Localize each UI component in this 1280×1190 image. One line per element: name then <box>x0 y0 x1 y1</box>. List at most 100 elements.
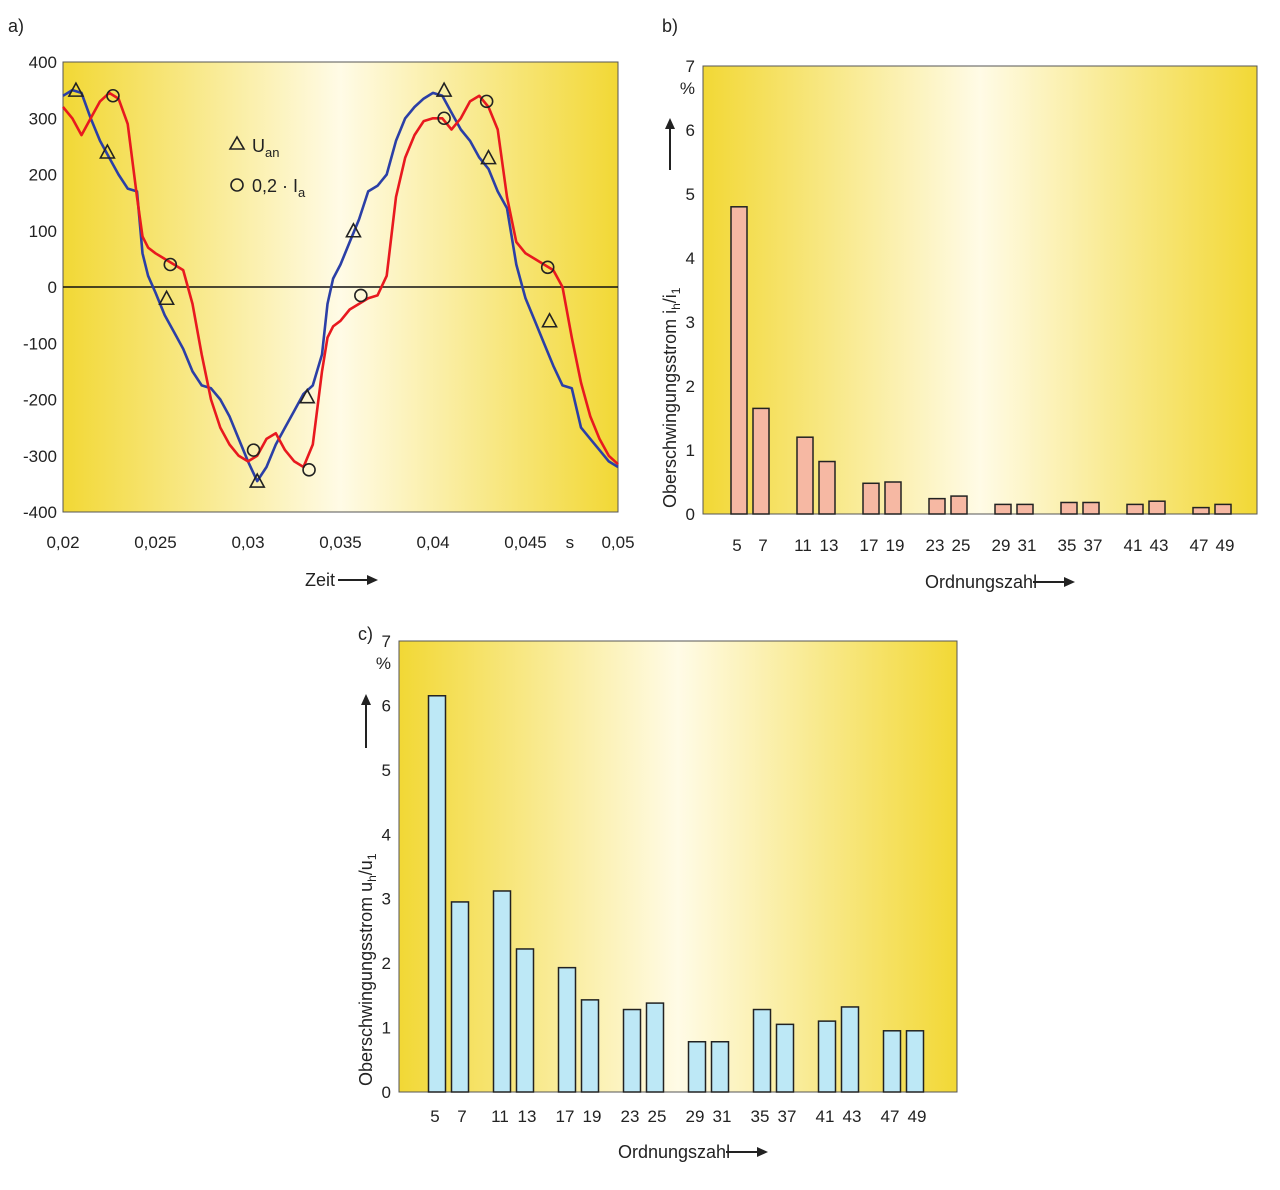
panel-c-bar <box>450 901 470 1093</box>
panel-c-bar <box>817 1020 837 1093</box>
panel-b-bar <box>730 206 748 515</box>
panel-a-y-tick-label: 100 <box>29 222 57 241</box>
panel-b-y-axis-slash: / <box>660 298 680 303</box>
panel-a-x-tick-label: 0,025 <box>134 533 177 552</box>
panel-a-time-signal-chart: a) 400 300 200 100 0 -100 -200 -300 -400 0,02 0,025… <box>8 16 635 590</box>
panel-a-x-axis-label: Zeit <box>305 570 335 590</box>
panel-b-x-tick-label: 31 <box>1018 536 1037 555</box>
legend-voltage-name: U <box>252 136 265 156</box>
panel-b-bar <box>862 482 880 515</box>
panel-c-plot-area <box>398 640 958 1093</box>
panel-c-bar <box>752 1008 772 1093</box>
panel-b-y-axis-den: i <box>660 294 680 298</box>
legend-current-name: 0,2 · I <box>252 176 298 196</box>
panel-c-x-tick-label: 41 <box>816 1107 835 1126</box>
panel-c-x-arrow-head <box>757 1147 768 1157</box>
panel-c-x-tick-label: 5 <box>430 1107 439 1126</box>
panel-b-bar <box>1214 503 1232 515</box>
panel-b-y-tick-label: 7 <box>686 57 695 76</box>
panel-c-bar <box>882 1030 902 1093</box>
panel-b-x-tick-label: 37 <box>1084 536 1103 555</box>
panel-a-x-tick-label: 0,04 <box>416 533 449 552</box>
panel-c-y-arrow-head <box>361 694 371 705</box>
panel-b-bar <box>796 436 814 515</box>
panel-c-x-axis-label: Ordnungszahl <box>618 1142 730 1162</box>
panel-a-legend: Uan 0,2 · Ia <box>228 135 306 200</box>
panel-c-y-tick-label: 3 <box>382 890 391 909</box>
panel-c-y-axis-symbol: u <box>356 882 376 892</box>
panel-a-circle-marker <box>163 257 178 272</box>
panel-c-y-axis-slash: / <box>356 870 376 875</box>
panel-c-x-tick-label: 49 <box>908 1107 927 1126</box>
panel-a-triangle-marker <box>158 289 175 306</box>
panel-c-x-tick-label: 7 <box>457 1107 466 1126</box>
panel-b-y-tick-label: 5 <box>686 185 695 204</box>
panel-c-y-tick-label: 6 <box>382 696 391 715</box>
panel-b-y-arrow-head <box>665 118 675 129</box>
panel-c-x-tick-label: 13 <box>518 1107 537 1126</box>
panel-c-y-unit: % <box>376 654 391 673</box>
panel-c-x-tick-label: 47 <box>881 1107 900 1126</box>
panel-a-triangle-marker <box>541 312 558 328</box>
panel-b-x-tick-label: 11 <box>794 536 812 555</box>
panel-c-x-tick-label: 23 <box>621 1107 640 1126</box>
panel-c-bar <box>492 890 512 1093</box>
panel-b-y-tick-label: 1 <box>686 441 695 460</box>
panel-b-bar <box>950 495 968 515</box>
panel-b-x-tick-label: 43 <box>1150 536 1169 555</box>
panel-b-y-tick-label: 2 <box>686 377 695 396</box>
panel-c-y-axis-den: u <box>356 860 376 870</box>
panel-c-x-tick-label: 11 <box>491 1107 509 1126</box>
panel-b-x-tick-label: 17 <box>860 536 879 555</box>
panel-a-letter: a) <box>8 16 24 36</box>
panel-c-y-tick-label: 7 <box>382 632 391 651</box>
panel-b-x-tick-label: 19 <box>886 536 905 555</box>
panel-a-x-tick-label: 0,045 <box>504 533 547 552</box>
panel-a-triangle-marker <box>67 81 85 97</box>
panel-a-x-tick-label: 0,02 <box>46 533 79 552</box>
panel-c-x-tick-label: 43 <box>843 1107 862 1126</box>
panel-c-y-axis-sub-den: 1 <box>365 853 379 860</box>
panel-b-bar <box>994 503 1012 515</box>
panel-b-x-tick-label: 29 <box>992 536 1011 555</box>
panel-b-x-tick-label: 47 <box>1190 536 1209 555</box>
panel-c-y-tick-label: 4 <box>382 825 391 844</box>
panel-c-y-tick-label: 2 <box>382 954 391 973</box>
panel-c-x-tick-label: 31 <box>713 1107 732 1126</box>
panel-a-y-tick-label: -400 <box>23 503 57 522</box>
panel-a-triangle-marker <box>99 143 116 159</box>
panel-b-x-axis-label: Ordnungszahl <box>925 572 1037 592</box>
panel-c-x-tick-label: 17 <box>556 1107 575 1126</box>
panel-b-x-tick-label: 41 <box>1124 536 1143 555</box>
panel-c-bar <box>775 1023 795 1093</box>
panel-b-bar <box>818 460 836 515</box>
legend-label-current: 0,2 · Ia <box>252 176 306 200</box>
panel-c-letter: c) <box>358 624 373 644</box>
panel-c-x-tick-label: 35 <box>751 1107 770 1126</box>
panel-a-circle-marker <box>540 260 555 275</box>
panel-a-x-unit: s <box>566 533 575 552</box>
panel-c-x-tick-label: 29 <box>686 1107 705 1126</box>
panel-c-bar <box>580 999 600 1093</box>
panel-a-y-tick-label: 300 <box>29 109 57 128</box>
panel-c-y-axis-label-word: Oberschwingungsstrom <box>356 892 376 1086</box>
panel-b-bar <box>752 407 770 515</box>
panel-b-bar <box>928 497 946 515</box>
panel-c-y-tick-label: 5 <box>382 761 391 780</box>
legend-current-subscript: a <box>298 185 306 200</box>
panel-c-bar <box>840 1006 860 1093</box>
panel-a-x-tick-label: 0,05 <box>601 533 634 552</box>
panel-b-bar <box>1060 501 1078 515</box>
panel-c-bar <box>710 1040 730 1093</box>
panel-a-triangle-marker <box>345 222 362 238</box>
panel-a-circle-marker <box>479 94 494 109</box>
panel-c-y-axis-sub-num: h <box>365 875 379 882</box>
panel-a-y-tick-label: -100 <box>23 334 57 353</box>
panel-b-x-tick-label: 5 <box>732 536 741 555</box>
panel-b-x-tick-label: 7 <box>758 536 767 555</box>
panel-b-y-axis-symbol: i <box>660 310 680 314</box>
panel-b-bar <box>1016 503 1034 515</box>
